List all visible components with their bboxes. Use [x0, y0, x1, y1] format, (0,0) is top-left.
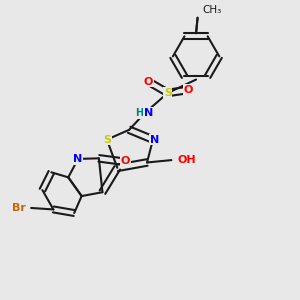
Text: Br: Br	[12, 203, 26, 213]
Text: N: N	[144, 108, 153, 118]
Text: CH₃: CH₃	[202, 5, 221, 15]
Text: N: N	[74, 154, 83, 164]
Text: N: N	[149, 135, 159, 145]
Text: OH: OH	[178, 155, 196, 165]
Text: O: O	[144, 76, 153, 87]
Text: O: O	[183, 85, 193, 95]
Text: S: S	[164, 88, 172, 98]
Text: H: H	[135, 108, 143, 118]
Text: O: O	[121, 156, 130, 166]
Text: S: S	[103, 135, 111, 145]
